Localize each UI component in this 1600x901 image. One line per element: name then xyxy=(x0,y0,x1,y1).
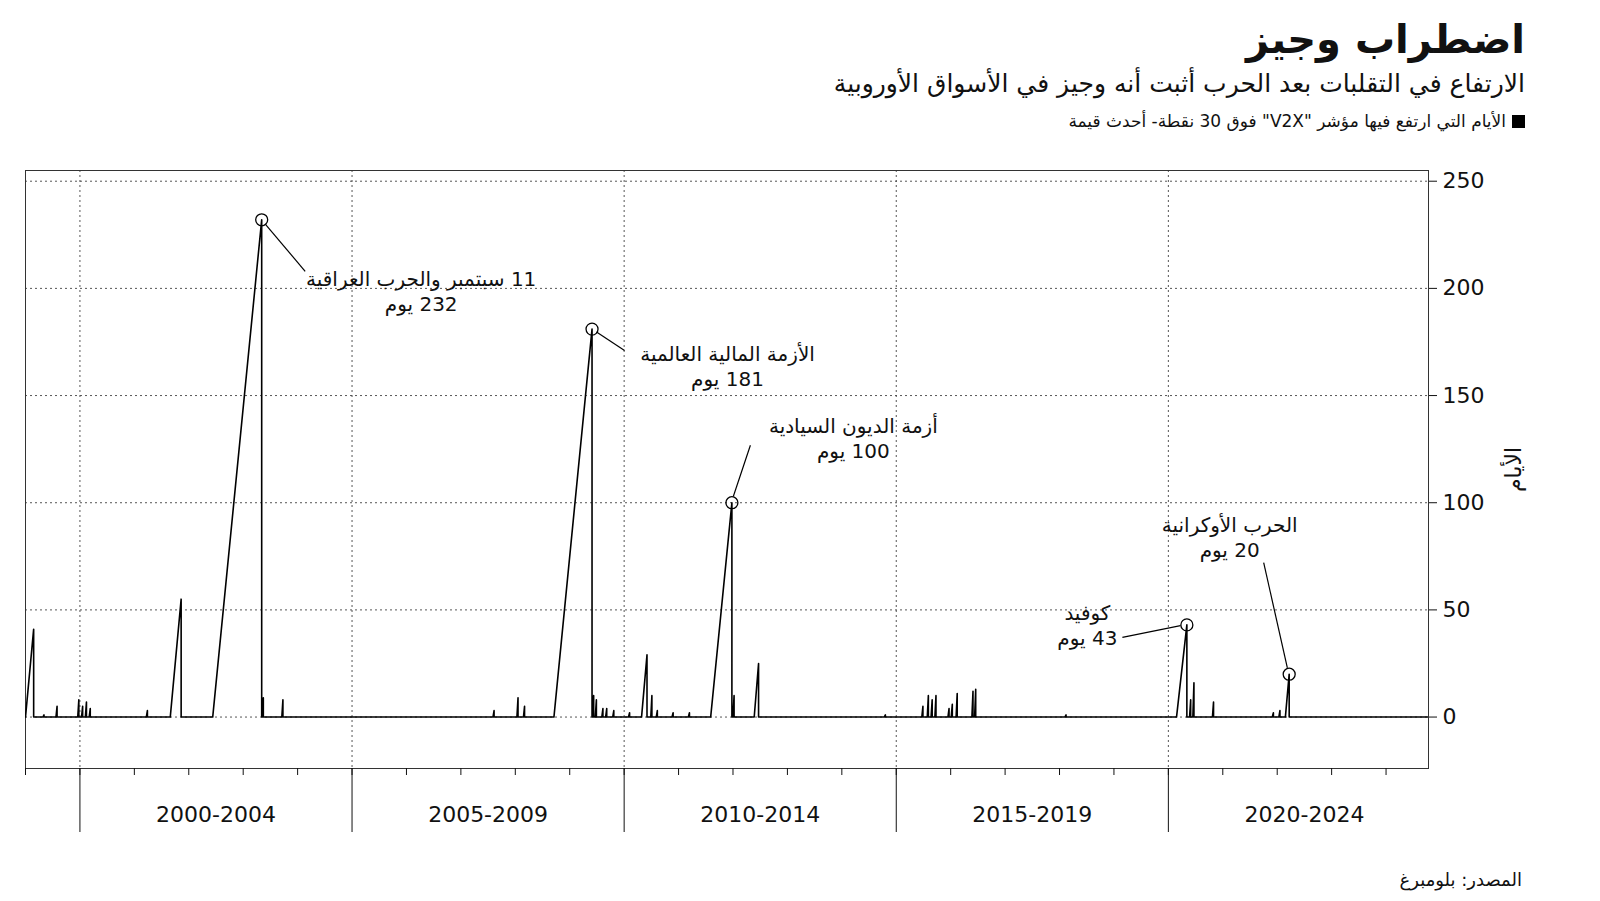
svg-text:2015-2019: 2015-2019 xyxy=(972,802,1092,827)
svg-text:كوفيد43 يوم: كوفيد43 يوم xyxy=(1057,601,1117,650)
svg-text:250: 250 xyxy=(1443,168,1485,193)
svg-text:الأزمة المالية العالمية181 يوم: الأزمة المالية العالمية181 يوم xyxy=(640,342,815,391)
html-text:الارتفاع في التقلبات بعد الحرب: الارتفاع في التقلبات بعد الحرب أثبت أنه … xyxy=(833,69,1525,98)
svg-text:2000-2004: 2000-2004 xyxy=(156,802,276,827)
svg-text:0: 0 xyxy=(1443,704,1457,729)
svg-text:50: 50 xyxy=(1443,597,1471,622)
svg-text:100: 100 xyxy=(1443,490,1485,515)
svg-text:2010-2014: 2010-2014 xyxy=(700,802,820,827)
svg-text:200: 200 xyxy=(1443,275,1485,300)
svg-text:الأيام: الأيام xyxy=(1500,447,1526,492)
svg-text:الحرب الأوكرانية20 يوم: الحرب الأوكرانية20 يوم xyxy=(1162,513,1298,562)
svg-text:أزمة الديون السيادية100 يوم: أزمة الديون السيادية100 يوم xyxy=(769,413,938,463)
svg-text:2005-2009: 2005-2009 xyxy=(428,802,548,827)
svg-text:2020-2024: 2020-2024 xyxy=(1244,802,1364,827)
html-text:الأيام التي ارتفع فيها مؤشر "V: الأيام التي ارتفع فيها مؤشر "V2X" فوق 30… xyxy=(1068,111,1506,131)
svg-text:150: 150 xyxy=(1443,383,1485,408)
html-text:المصدر: بلومبرغ: المصدر: بلومبرغ xyxy=(1399,869,1522,890)
html-text:اضطراب وجيز: اضطراب وجيز xyxy=(1246,16,1525,62)
svg-text:11 سبتمبر والحرب العراقية232 ي: 11 سبتمبر والحرب العراقية232 يوم xyxy=(306,267,536,316)
